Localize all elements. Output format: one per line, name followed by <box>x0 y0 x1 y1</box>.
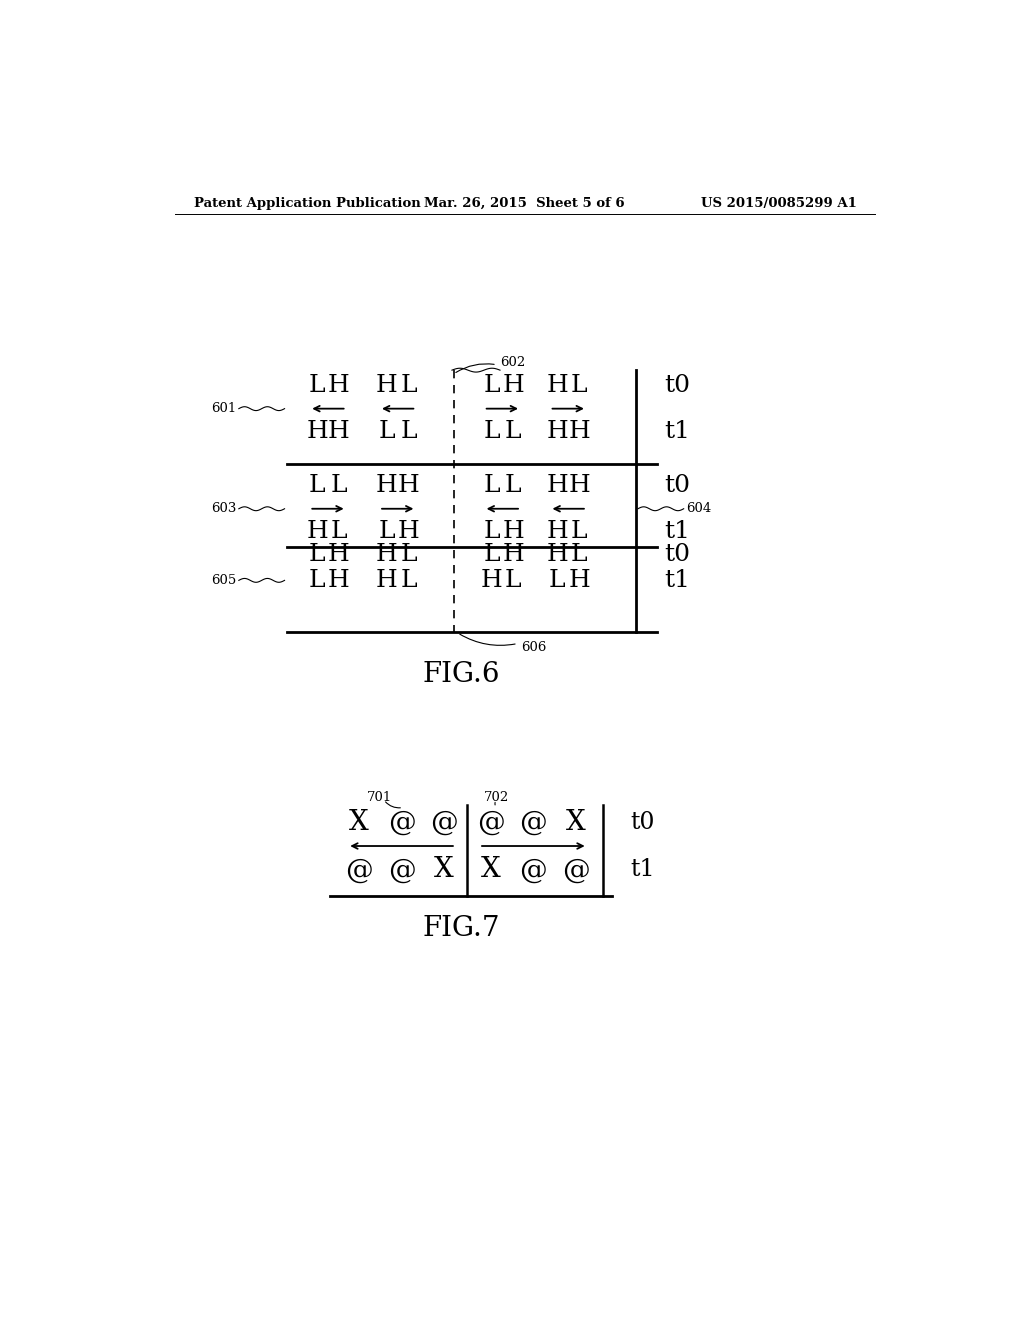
Text: t1: t1 <box>665 569 690 591</box>
Text: FIG.7: FIG.7 <box>423 915 500 942</box>
Text: L: L <box>549 569 565 591</box>
Text: L: L <box>483 520 500 544</box>
Text: H: H <box>306 520 328 544</box>
Text: 605: 605 <box>211 574 237 587</box>
Text: L: L <box>570 520 588 544</box>
Text: t1: t1 <box>665 420 690 444</box>
Text: L: L <box>309 374 326 397</box>
Text: H: H <box>328 374 349 397</box>
Text: L: L <box>400 420 417 444</box>
Text: H: H <box>328 569 349 591</box>
Text: H: H <box>503 374 524 397</box>
Text: L: L <box>309 544 326 566</box>
Text: X: X <box>566 809 586 836</box>
Text: @: @ <box>477 809 505 836</box>
Text: L: L <box>483 374 500 397</box>
Text: L: L <box>379 520 395 544</box>
Text: L: L <box>483 474 500 498</box>
Text: H: H <box>480 569 503 591</box>
Text: H: H <box>568 569 590 591</box>
Text: t0: t0 <box>665 474 690 498</box>
Text: @: @ <box>388 857 416 883</box>
Text: @: @ <box>388 809 416 836</box>
Text: H: H <box>397 474 420 498</box>
Text: H: H <box>547 420 568 444</box>
Text: @: @ <box>345 857 373 883</box>
Text: H: H <box>397 520 420 544</box>
Text: L: L <box>570 544 588 566</box>
Text: 601: 601 <box>211 403 237 416</box>
Text: @: @ <box>519 857 547 883</box>
Text: L: L <box>505 474 521 498</box>
Text: L: L <box>505 569 521 591</box>
Text: Patent Application Publication: Patent Application Publication <box>194 197 421 210</box>
Text: H: H <box>547 474 568 498</box>
Text: 603: 603 <box>211 502 237 515</box>
Text: L: L <box>483 544 500 566</box>
Text: L: L <box>483 420 500 444</box>
Text: L: L <box>505 420 521 444</box>
Text: H: H <box>328 420 349 444</box>
Text: L: L <box>570 374 588 397</box>
Text: @: @ <box>562 857 590 883</box>
Text: t0: t0 <box>665 544 690 566</box>
Text: L: L <box>309 569 326 591</box>
Text: t0: t0 <box>630 810 654 834</box>
Text: 701: 701 <box>368 791 392 804</box>
Text: X: X <box>434 857 454 883</box>
Text: L: L <box>400 569 417 591</box>
Text: Mar. 26, 2015  Sheet 5 of 6: Mar. 26, 2015 Sheet 5 of 6 <box>425 197 625 210</box>
Text: X: X <box>481 857 501 883</box>
Text: H: H <box>568 474 590 498</box>
Text: L: L <box>331 474 347 498</box>
Text: H: H <box>503 544 524 566</box>
Text: H: H <box>376 544 397 566</box>
Text: H: H <box>306 420 328 444</box>
Text: H: H <box>547 544 568 566</box>
Text: @: @ <box>519 809 547 836</box>
Text: H: H <box>376 569 397 591</box>
Text: H: H <box>376 374 397 397</box>
Text: H: H <box>376 474 397 498</box>
Text: H: H <box>328 544 349 566</box>
Text: H: H <box>503 520 524 544</box>
Text: 604: 604 <box>686 502 712 515</box>
Text: @: @ <box>430 809 458 836</box>
Text: FIG.6: FIG.6 <box>423 661 500 688</box>
Text: 606: 606 <box>521 640 546 653</box>
Text: H: H <box>568 420 590 444</box>
Text: L: L <box>309 474 326 498</box>
Text: 602: 602 <box>500 356 525 370</box>
Text: L: L <box>400 544 417 566</box>
Text: t1: t1 <box>630 858 654 882</box>
Text: L: L <box>400 374 417 397</box>
Text: US 2015/0085299 A1: US 2015/0085299 A1 <box>700 197 856 210</box>
Text: L: L <box>379 420 395 444</box>
Text: 702: 702 <box>483 791 509 804</box>
Text: H: H <box>547 374 568 397</box>
Text: L: L <box>331 520 347 544</box>
Text: t0: t0 <box>665 374 690 397</box>
Text: t1: t1 <box>665 520 690 544</box>
Text: H: H <box>547 520 568 544</box>
Text: X: X <box>349 809 369 836</box>
